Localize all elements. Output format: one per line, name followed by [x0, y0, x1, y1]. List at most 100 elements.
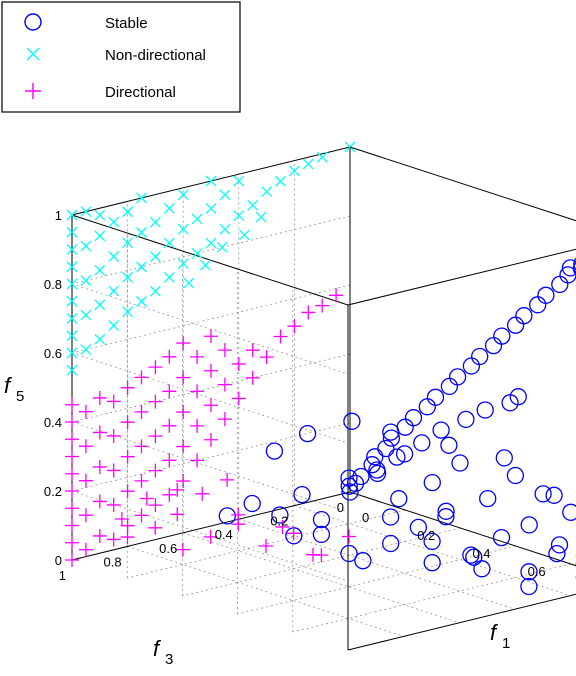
data-point-directional — [92, 528, 107, 543]
data-point-non-directional — [136, 261, 147, 273]
data-point-stable — [413, 434, 431, 452]
data-point-non-directional — [80, 275, 92, 287]
data-point-directional — [148, 360, 163, 375]
data-point-stable — [495, 449, 513, 467]
data-point-directional — [162, 349, 177, 364]
data-point-stable — [476, 401, 494, 419]
f1-axis-label-main: f — [490, 620, 499, 645]
data-point-non-directional — [108, 285, 120, 297]
data-point-directional — [114, 512, 129, 526]
data-point-stable — [562, 503, 576, 521]
data-point-directional — [65, 553, 79, 567]
data-point-stable — [423, 473, 441, 492]
data-point-non-directional — [108, 320, 120, 332]
data-point-stable — [396, 418, 414, 436]
data-point-directional — [120, 415, 135, 430]
data-point-directional — [245, 343, 260, 358]
data-point-stable — [573, 257, 576, 271]
data-point-directional — [106, 394, 121, 409]
data-point-stable — [493, 327, 511, 345]
data-point-stable — [437, 502, 455, 520]
data-point-stable — [492, 528, 511, 547]
data-point-non-directional — [122, 206, 134, 218]
tick-label-f3: 0 — [337, 500, 344, 515]
data-point-stable — [479, 489, 497, 508]
grid-lines — [71, 160, 571, 637]
grid-line-floor-f3 — [183, 532, 460, 624]
tick-label-f5: 0.8 — [44, 277, 62, 292]
box-edge-floor-front — [349, 491, 576, 567]
data-point-non-directional — [302, 158, 314, 170]
data-point-non-directional — [177, 258, 189, 270]
box-edge-floor-right — [347, 593, 576, 651]
data-point-stable — [298, 424, 317, 443]
data-point-directional — [162, 487, 177, 502]
data-point-non-directional — [80, 206, 92, 218]
data-point-directional — [176, 336, 191, 351]
tick-label-f5: 0.4 — [44, 415, 62, 430]
data-point-stable — [341, 483, 359, 501]
tick-label-f1: 0.4 — [472, 546, 490, 561]
data-point-non-directional — [122, 271, 134, 283]
data-point-stable — [520, 516, 538, 534]
data-point-directional — [259, 539, 273, 553]
data-point-directional — [65, 432, 79, 447]
data-point-directional — [217, 343, 232, 358]
data-point-stable — [448, 368, 467, 386]
tick-label-f1: 0.2 — [417, 528, 435, 543]
data-point-directional — [329, 288, 344, 303]
data-point-non-directional — [122, 306, 134, 318]
tick-label-f3: 0.6 — [159, 541, 177, 556]
data-point-stable — [520, 577, 538, 596]
data-point-directional — [65, 535, 79, 550]
data-point-stable — [548, 544, 566, 563]
data-point-directional — [120, 380, 135, 395]
data-point-stable — [354, 552, 372, 570]
data-point-non-directional — [94, 264, 106, 276]
data-point-non-directional — [205, 203, 217, 215]
data-point-non-directional — [288, 165, 300, 177]
data-point-non-directional — [261, 186, 273, 198]
data-point-directional — [220, 472, 235, 487]
data-point-directional — [245, 370, 260, 385]
grid-line-f5-wall-y1 — [71, 283, 349, 375]
data-point-stable — [265, 442, 284, 460]
data-point-non-directional — [66, 330, 78, 342]
data-point-directional — [106, 497, 121, 512]
data-point-non-directional — [94, 299, 106, 311]
data-point-directional — [231, 391, 246, 406]
data-point-stable — [340, 469, 358, 487]
data-point-stable — [426, 388, 445, 406]
data-point-non-directional — [191, 247, 203, 259]
data-point-directional — [106, 463, 121, 478]
data-point-stable — [377, 439, 395, 458]
legend-item-directional: Directional — [25, 83, 176, 101]
legend-label-non-directional: Non-directional — [105, 47, 206, 64]
data-point-non-directional — [80, 344, 92, 356]
data-point-non-directional — [94, 333, 106, 345]
data-point-directional — [106, 428, 121, 443]
data-point-directional — [195, 486, 210, 501]
data-point-non-directional — [108, 251, 120, 263]
data-point-directional — [65, 501, 79, 516]
data-point-stable — [312, 510, 331, 529]
data-point-directional — [92, 494, 107, 509]
data-point-directional — [134, 473, 149, 488]
data-point-non-directional — [66, 278, 78, 290]
data-point-non-directional — [80, 240, 92, 252]
data-point-non-directional — [216, 241, 228, 253]
data-point-non-directional — [219, 189, 231, 201]
data-point-non-directional — [94, 230, 106, 242]
data-point-directional — [315, 298, 330, 313]
f5-axis-label: f 5 — [4, 373, 24, 405]
data-point-stable — [432, 421, 450, 439]
data-point-non-directional — [108, 216, 120, 228]
data-point-directional — [148, 429, 163, 444]
tick-label-f3: 0.8 — [104, 554, 122, 569]
legend-circle-marker — [24, 13, 42, 31]
data-point-directional — [231, 507, 246, 522]
data-point-stable — [366, 448, 384, 466]
data-point-stable — [404, 409, 423, 427]
data-point-stable — [243, 494, 261, 513]
data-point-stable — [534, 485, 552, 503]
